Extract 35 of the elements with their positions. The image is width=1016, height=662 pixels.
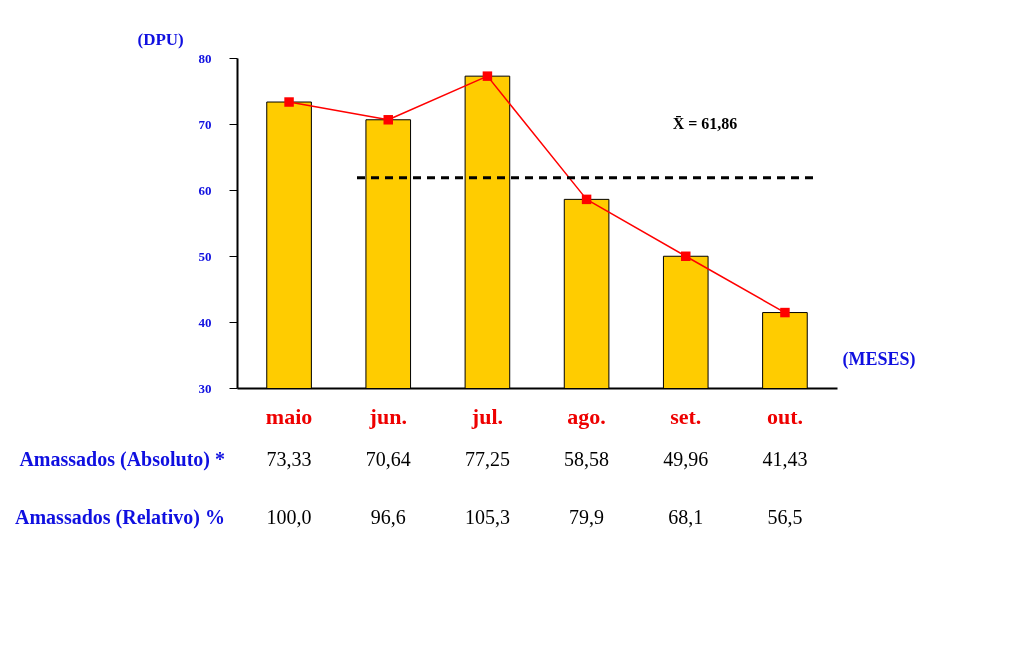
- text: 105,3: [464, 506, 510, 528]
- data-label: 77,25: [464, 448, 510, 470]
- text: 56,5: [767, 506, 803, 528]
- point: [284, 97, 294, 107]
- data-label: 70,64: [365, 448, 411, 470]
- y-tick-label: 60: [198, 182, 212, 198]
- x-tick-label: set.: [670, 403, 702, 429]
- x-tick-label: out.: [766, 403, 803, 429]
- point: [482, 71, 493, 81]
- y-tick-label: 40: [198, 314, 212, 330]
- data-label: 49,96: [663, 448, 709, 470]
- text: 79,9: [569, 506, 605, 528]
- point: [681, 251, 691, 262]
- data-label: 73,33: [266, 448, 312, 470]
- x-tick-label: jun.: [368, 403, 407, 429]
- y-tick-label: 30: [198, 380, 212, 396]
- text: Amassados (Relativo) %: [15, 506, 225, 529]
- point: [383, 115, 393, 125]
- data-label: 41,43: [762, 448, 808, 470]
- y-tick-label: 70: [198, 116, 212, 132]
- y-tick-label: 80: [198, 50, 212, 66]
- x-tick-label: ago.: [567, 403, 606, 429]
- point: [780, 307, 790, 318]
- text: Amassados (Absoluto) *: [19, 448, 225, 471]
- x-tick-label: maio: [265, 403, 313, 429]
- y-axis-title: (DPU): [137, 29, 184, 49]
- x-tick-label: jul.: [470, 403, 504, 429]
- y-tick-label: 50: [198, 248, 212, 264]
- text: 96,6: [370, 506, 406, 528]
- data-label: 58,58: [564, 448, 610, 470]
- ref-line-label: X̄ = 61,86: [672, 114, 738, 132]
- x-axis-title: (MESES): [842, 348, 916, 370]
- point: [581, 194, 592, 205]
- text: 100,0: [266, 506, 312, 528]
- text: 68,1: [668, 506, 704, 528]
